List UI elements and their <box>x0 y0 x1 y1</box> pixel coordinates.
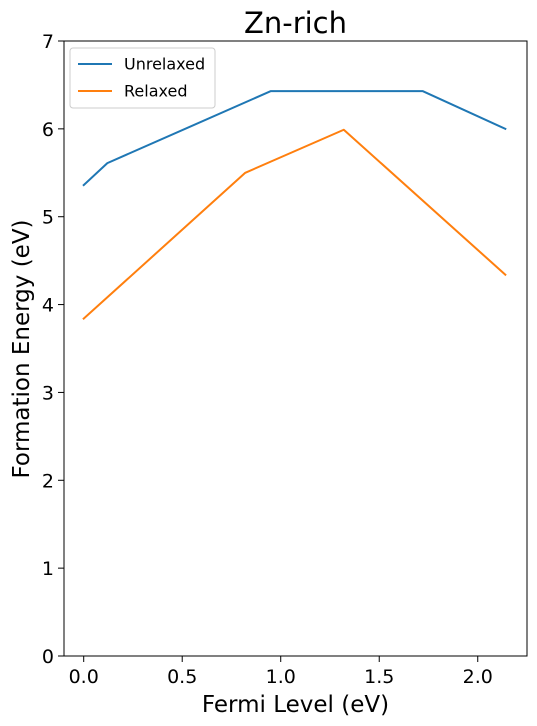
x-tick-label: 0.5 <box>167 666 197 688</box>
y-axis-label: Formation Energy (eV) <box>9 219 35 478</box>
y-tick-label: 3 <box>42 382 54 404</box>
legend-label-relaxed: Relaxed <box>124 82 187 101</box>
y-tick-label: 7 <box>42 31 54 53</box>
y-tick-label: 0 <box>42 646 54 668</box>
y-tick-label: 1 <box>42 558 54 580</box>
legend: Unrelaxed Relaxed <box>69 47 216 109</box>
x-axis-label: Fermi Level (eV) <box>202 692 389 718</box>
plot-area: 0.0 0.5 1.0 1.5 2.0 0 1 2 3 4 5 6 7 <box>42 31 528 688</box>
series-line-unrelaxed <box>82 90 507 187</box>
series-layer <box>82 90 507 321</box>
plot-frame <box>63 40 528 657</box>
x-tick-label: 2.0 <box>463 666 493 688</box>
y-axis: 0 1 2 3 4 5 6 7 <box>42 31 64 668</box>
y-tick-label: 5 <box>42 207 54 229</box>
y-tick-label: 4 <box>42 295 54 317</box>
x-tick-label: 1.5 <box>364 666 394 688</box>
series-line-relaxed <box>82 128 507 321</box>
chart-title: Zn-rich <box>244 6 347 40</box>
y-tick-label: 6 <box>42 119 54 141</box>
x-tick-label: 0.0 <box>69 666 99 688</box>
legend-label-unrelaxed: Unrelaxed <box>124 55 205 74</box>
y-tick-label: 2 <box>42 470 54 492</box>
x-axis: 0.0 0.5 1.0 1.5 2.0 <box>69 656 493 688</box>
x-tick-label: 1.0 <box>266 666 296 688</box>
